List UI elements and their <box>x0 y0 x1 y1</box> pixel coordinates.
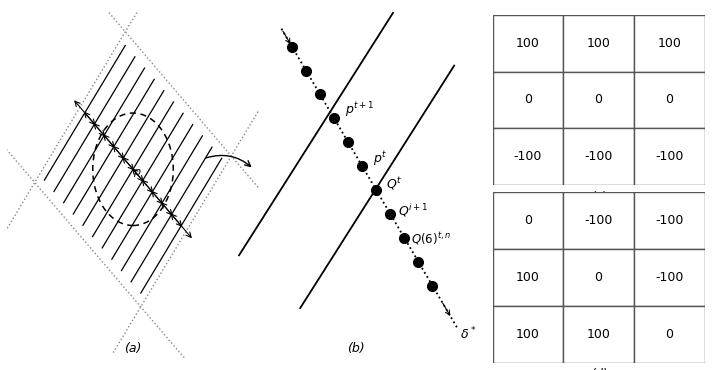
Text: 0: 0 <box>524 93 532 107</box>
Bar <box>493 306 563 363</box>
Text: $Q^{i+1}$: $Q^{i+1}$ <box>398 202 429 219</box>
Bar <box>493 128 563 185</box>
Text: (a): (a) <box>124 342 142 355</box>
Text: $Q(6)^{t,n}$: $Q(6)^{t,n}$ <box>411 230 451 247</box>
Text: 100: 100 <box>657 37 681 50</box>
Text: 0: 0 <box>665 93 673 107</box>
Text: 0: 0 <box>595 271 603 284</box>
Bar <box>634 128 705 185</box>
Bar <box>493 249 563 306</box>
Text: 0: 0 <box>524 214 532 227</box>
Bar <box>563 71 634 128</box>
Text: $p^{t}$: $p^{t}$ <box>373 149 387 168</box>
Text: -100: -100 <box>513 150 542 163</box>
Text: -100: -100 <box>655 271 684 284</box>
Bar <box>634 71 705 128</box>
Bar <box>563 15 634 71</box>
Bar <box>563 192 634 249</box>
Text: 100: 100 <box>516 271 540 284</box>
Bar <box>493 15 563 71</box>
Bar <box>493 192 563 249</box>
Text: (b): (b) <box>347 342 365 355</box>
Text: -100: -100 <box>585 214 613 227</box>
Bar <box>634 15 705 71</box>
Text: -100: -100 <box>585 150 613 163</box>
Bar <box>493 71 563 128</box>
Text: -100: -100 <box>655 150 684 163</box>
Bar <box>563 128 634 185</box>
Text: $\delta^*$: $\delta^*$ <box>459 326 476 343</box>
Bar <box>563 249 634 306</box>
Text: (d): (d) <box>590 369 608 370</box>
Text: $Q^{t}$: $Q^{t}$ <box>385 175 402 192</box>
Text: 100: 100 <box>516 37 540 50</box>
Text: -100: -100 <box>655 214 684 227</box>
Text: 0: 0 <box>595 93 603 107</box>
Text: 0: 0 <box>665 328 673 341</box>
Bar <box>563 306 634 363</box>
Bar <box>634 306 705 363</box>
Text: 100: 100 <box>516 328 540 341</box>
Bar <box>634 249 705 306</box>
Text: (c): (c) <box>590 191 607 204</box>
Text: $p^{t+1}$: $p^{t+1}$ <box>344 101 374 121</box>
Text: 100: 100 <box>587 328 610 341</box>
Text: 100: 100 <box>587 37 610 50</box>
Text: $p$: $p$ <box>132 167 141 179</box>
Bar <box>634 192 705 249</box>
